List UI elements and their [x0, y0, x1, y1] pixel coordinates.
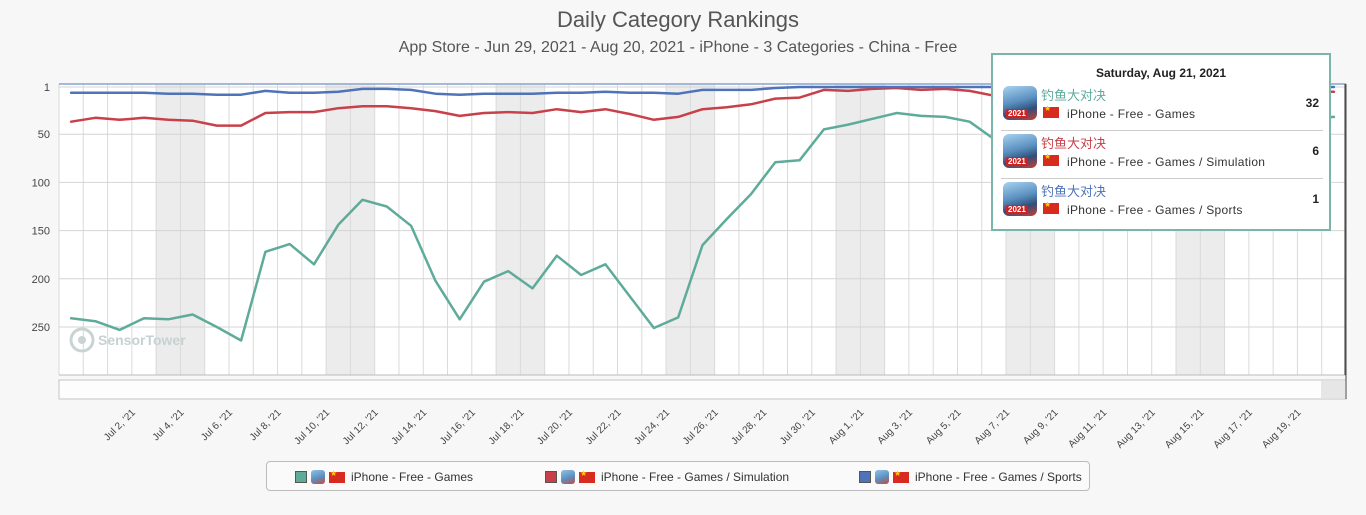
tooltip-row: 2021 钓鱼大对决 iPhone - Free - Games 32: [1001, 83, 1323, 131]
legend-item-sports[interactable]: iPhone - Free - Games / Sports: [859, 468, 1082, 486]
y-tick-label: 1: [44, 82, 50, 94]
x-tick-label: Aug 9, '21: [1021, 407, 1061, 447]
tooltip-row: 2021 钓鱼大对决 iPhone - Free - Games / Sport…: [1001, 179, 1323, 227]
app-icon: [561, 470, 575, 484]
navigator-track: [58, 379, 1347, 400]
china-flag-icon: [329, 469, 345, 483]
x-tick-label: Jul 18, '21: [487, 407, 527, 447]
tooltip-app-name[interactable]: 钓鱼大对决: [1041, 88, 1107, 103]
y-tick-label: 50: [38, 129, 50, 141]
x-tick-label: Jul 20, '21: [535, 407, 575, 447]
tooltip-rank: 1: [1312, 192, 1319, 206]
x-tick-label: Jul 24, '21: [632, 407, 672, 447]
tooltip-category: iPhone - Free - Games / Sports: [1067, 203, 1243, 217]
tooltip-date: Saturday, Aug 21, 2021: [1095, 66, 1227, 80]
x-tick-label: Jul 2, '21: [102, 407, 138, 443]
x-tick-label: Aug 15, '21: [1163, 407, 1207, 451]
range-navigator[interactable]: [58, 84, 1347, 400]
x-tick-label: Aug 5, '21: [924, 407, 964, 447]
x-tick-label: Jul 4, '21: [151, 407, 187, 443]
y-tick-label: 250: [32, 322, 50, 334]
x-tick-label: Jul 8, '21: [248, 407, 284, 443]
tooltip-divider: [1001, 178, 1323, 179]
x-tick-label: Jul 14, '21: [390, 407, 430, 447]
x-tick-label: Aug 11, '21: [1066, 407, 1109, 450]
legend-swatch: [295, 471, 307, 483]
app-icon: [875, 470, 889, 484]
tooltip-rank: 6: [1312, 144, 1319, 158]
legend-label: iPhone - Free - Games / Sports: [915, 470, 1082, 484]
app-icon-badge: 2021: [1006, 109, 1028, 118]
app-icon: 2021: [1003, 182, 1037, 216]
legend-label: iPhone - Free - Games / Simulation: [601, 470, 790, 484]
china-flag-icon: [893, 469, 909, 483]
chart-title: Daily Category Rankings: [556, 7, 800, 32]
tooltip-app-name[interactable]: 钓鱼大对决: [1041, 184, 1107, 199]
china-flag-icon: [579, 469, 595, 483]
tooltip: Saturday, Aug 21, 2021 2021 钓鱼大对决 iPhone…: [991, 53, 1331, 231]
legend-swatch: [859, 471, 871, 483]
legend-item-simulation[interactable]: iPhone - Free - Games / Simulation: [545, 468, 789, 486]
app-icon: 2021: [1003, 86, 1037, 120]
x-axis-ticks: Jul 2, '21 Jul 4, '21 Jul 6, '21 Jul 8, '21…: [102, 407, 1304, 451]
tooltip-app-name[interactable]: 钓鱼大对决: [1041, 136, 1107, 151]
x-tick-label: Jul 26, '21: [681, 407, 721, 447]
china-flag-icon: [1043, 152, 1059, 166]
x-tick-label: Jul 30, '21: [778, 407, 818, 447]
chart-subtitle: App Store - Jun 29, 2021 - Aug 20, 2021 …: [398, 39, 958, 56]
legend-swatch: [545, 471, 557, 483]
watermark-text: SensorTower: [98, 332, 186, 348]
x-tick-label: Aug 19, '21: [1260, 407, 1304, 451]
y-tick-label: 150: [32, 226, 50, 238]
x-tick-label: Jul 16, '21: [438, 407, 478, 447]
app-icon: [311, 470, 325, 484]
app-icon-badge: 2021: [1006, 157, 1028, 166]
y-tick-label: 100: [32, 177, 50, 189]
legend-label: iPhone - Free - Games: [351, 470, 474, 484]
x-tick-label: Aug 3, '21: [876, 407, 916, 447]
china-flag-icon: [1043, 104, 1059, 118]
x-tick-label: Jul 10, '21: [292, 407, 332, 447]
tooltip-category: iPhone - Free - Games: [1067, 107, 1196, 121]
x-tick-label: Jul 22, '21: [584, 407, 624, 447]
y-tick-label: 200: [32, 274, 50, 286]
x-tick-label: Aug 17, '21: [1212, 407, 1256, 451]
x-tick-label: Jul 28, '21: [730, 407, 770, 447]
sensortower-watermark: SensorTower: [69, 327, 186, 353]
x-tick-label: Aug 7, '21: [973, 407, 1013, 447]
tooltip-rank: 32: [1305, 96, 1319, 110]
navigator-shade: [1321, 381, 1345, 398]
legend-item-games[interactable]: iPhone - Free - Games: [295, 468, 473, 486]
chart-legend: iPhone - Free - Games iPhone - Free - Ga…: [266, 461, 1090, 491]
tooltip-row: 2021 钓鱼大对决 iPhone - Free - Games / Simul…: [1001, 131, 1323, 179]
x-tick-label: Jul 12, '21: [341, 407, 381, 447]
x-tick-label: Jul 6, '21: [199, 407, 235, 443]
china-flag-icon: [1043, 200, 1059, 214]
tooltip-divider: [1001, 130, 1323, 131]
x-tick-label: Aug 13, '21: [1115, 407, 1159, 451]
app-icon: 2021: [1003, 134, 1037, 168]
tooltip-category: iPhone - Free - Games / Simulation: [1067, 155, 1266, 169]
x-tick-label: Aug 1, '21: [827, 407, 867, 447]
app-icon-badge: 2021: [1006, 205, 1028, 214]
